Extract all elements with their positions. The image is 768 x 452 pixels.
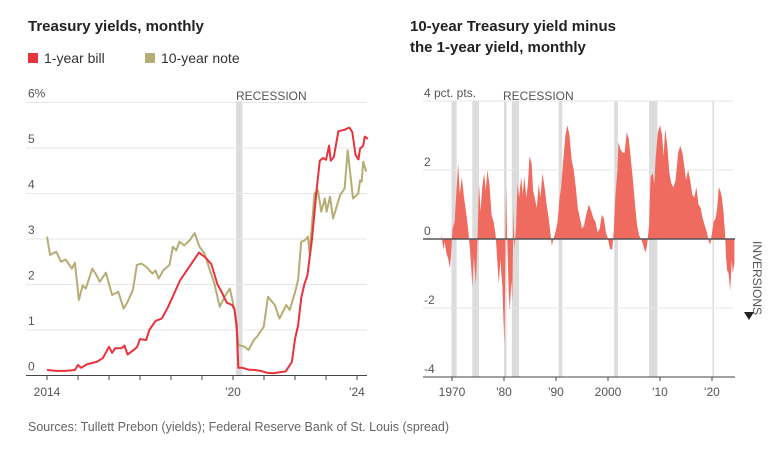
x-tick-label: '10 bbox=[652, 385, 668, 399]
x-tick-label: '20 bbox=[225, 385, 241, 399]
x-tick-label: '20 bbox=[704, 385, 720, 399]
legend-swatch-10-year-note bbox=[145, 53, 155, 63]
left-chart-title: Treasury yields, monthly bbox=[28, 18, 205, 35]
y-tick-label: 0 bbox=[424, 224, 431, 238]
x-tick-label: '80 bbox=[496, 385, 512, 399]
y-tick-label: 4 pct. pts. bbox=[424, 86, 476, 100]
x-tick-label: 1970 bbox=[439, 385, 466, 399]
sources-note: Sources: Tullett Prebon (yields); Federa… bbox=[28, 420, 449, 434]
right-chart: RECESSION -4 -2 0 2 4 pct. pts. 1970 '80 '90 2000… bbox=[423, 86, 764, 399]
right-chart-title-line1: 10-year Treasury yield minus bbox=[410, 18, 616, 35]
legend-swatch-1-year-bill bbox=[28, 53, 38, 63]
inversions-arrow-icon bbox=[744, 312, 754, 320]
spread-area bbox=[441, 125, 735, 346]
recession-label: RECESSION bbox=[503, 89, 574, 103]
x-tick-label: '90 bbox=[548, 385, 564, 399]
legend: 1-year bill 10-year note bbox=[28, 50, 240, 66]
y-tick-label: 2 bbox=[424, 155, 431, 169]
y-tick-label: -4 bbox=[424, 362, 435, 376]
y-tick-label: -2 bbox=[424, 293, 435, 307]
recession-band bbox=[236, 101, 243, 376]
left-chart: RECESSION 0 1 2 3 4 5 6% 2014 '20 '24 bbox=[26, 87, 369, 399]
x-tick-label: 2014 bbox=[34, 385, 61, 399]
legend-label-1-year-bill: 1-year bill bbox=[44, 50, 105, 66]
series-line-10-year-note bbox=[46, 149, 368, 351]
recession-label: RECESSION bbox=[236, 89, 307, 103]
legend-label-10-year-note: 10-year note bbox=[161, 50, 240, 66]
y-tick-label: 2 bbox=[28, 269, 35, 283]
series-line-1-year-bill bbox=[46, 126, 369, 375]
y-tick-label: 5 bbox=[28, 132, 35, 146]
y-tick-label: 0 bbox=[28, 360, 35, 374]
y-tick-label: 6% bbox=[28, 87, 46, 101]
x-tick-label: '24 bbox=[349, 385, 365, 399]
x-tick-label: 2000 bbox=[595, 385, 622, 399]
y-tick-label: 1 bbox=[28, 314, 35, 328]
inversions-label: INVERSIONS bbox=[750, 241, 764, 315]
y-tick-label: 4 bbox=[28, 178, 35, 192]
right-chart-title-line2: the 1-year yield, monthly bbox=[410, 39, 587, 56]
y-tick-label: 3 bbox=[28, 223, 35, 237]
